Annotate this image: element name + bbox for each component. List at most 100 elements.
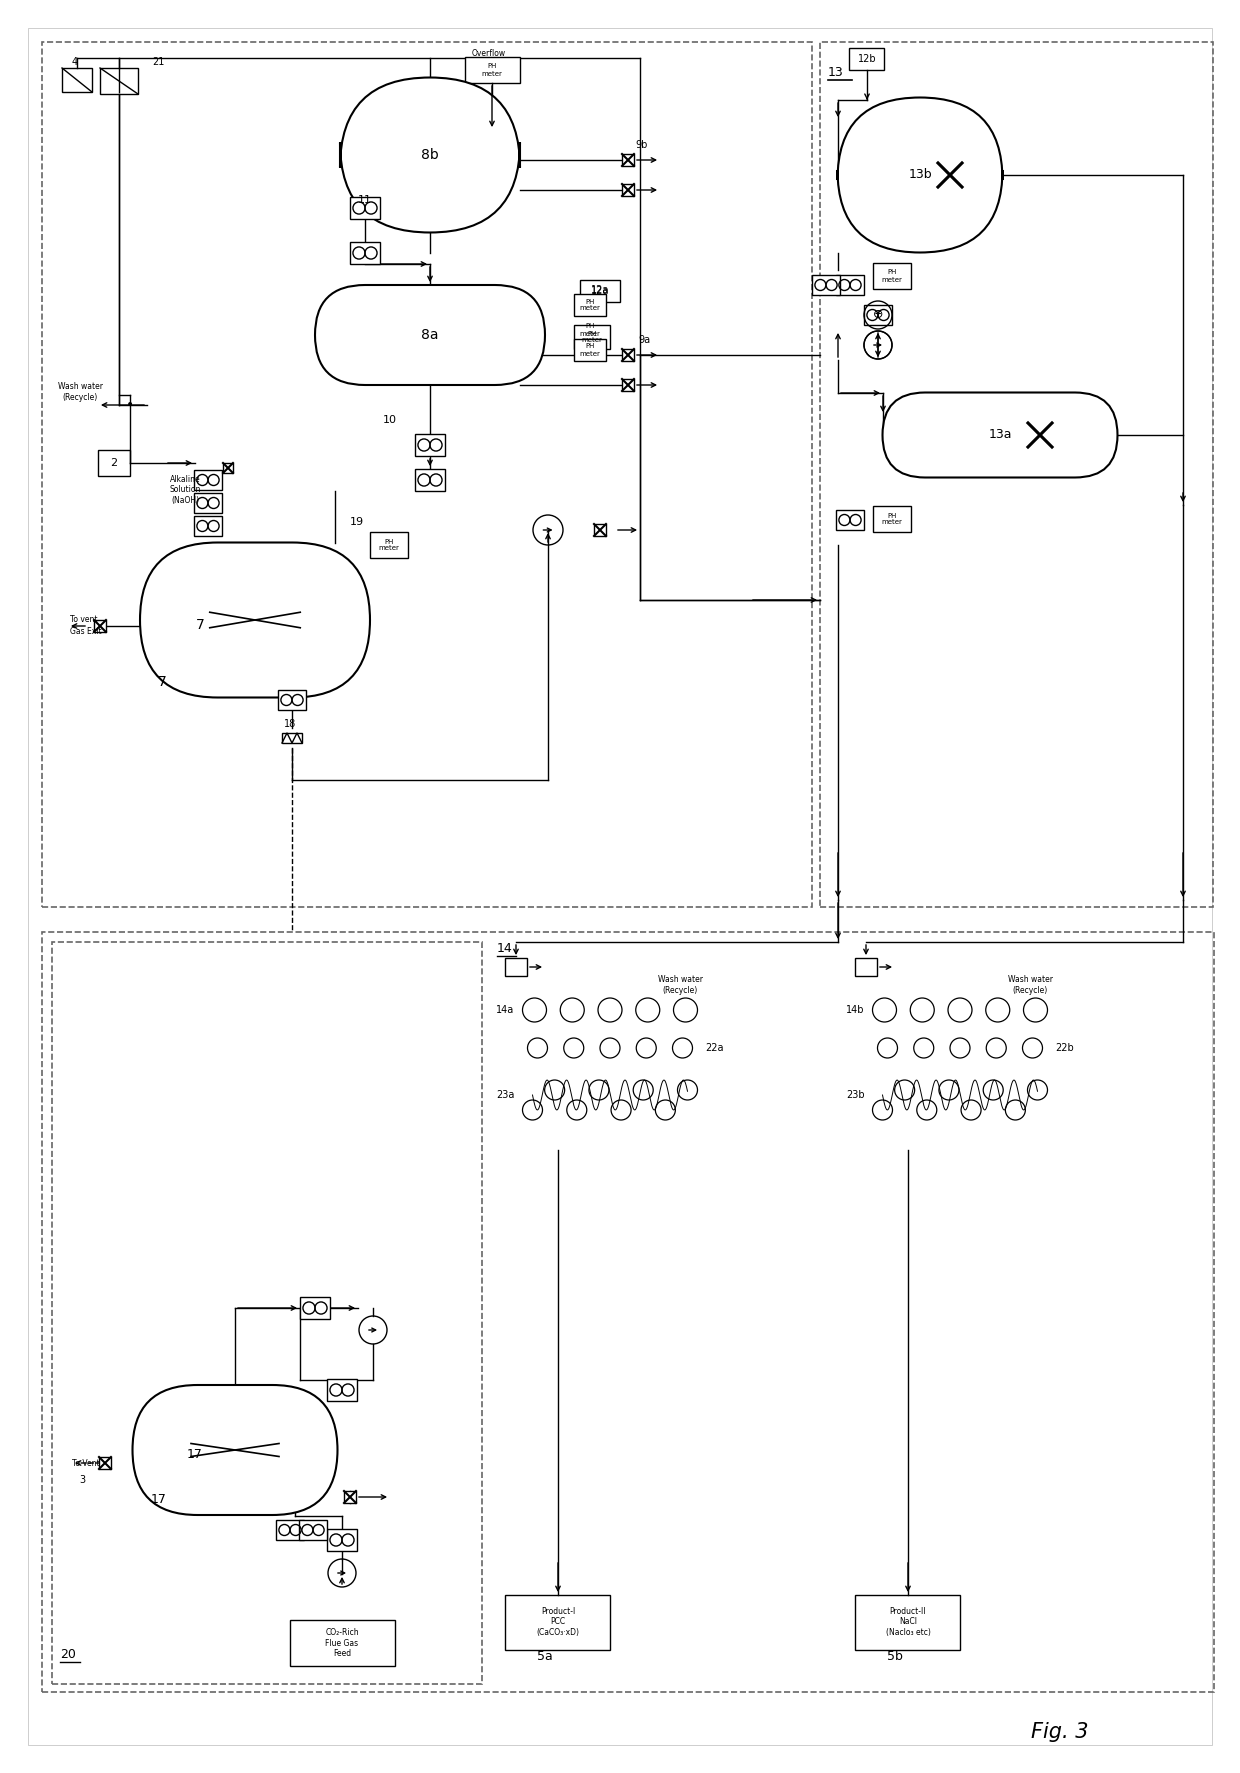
Bar — [574, 324, 610, 349]
Bar — [505, 1596, 610, 1651]
Text: 11: 11 — [358, 195, 372, 206]
Bar — [505, 957, 527, 975]
FancyBboxPatch shape — [340, 78, 520, 232]
Text: PH
meter: PH meter — [882, 269, 903, 282]
Text: To Vent: To Vent — [72, 1459, 99, 1468]
Text: 12b: 12b — [858, 53, 877, 64]
Text: PH
meter: PH meter — [582, 330, 603, 344]
Text: 21: 21 — [151, 57, 164, 67]
Text: PH
meter: PH meter — [579, 298, 600, 312]
Text: 13b: 13b — [908, 168, 931, 181]
Text: 10: 10 — [383, 415, 397, 426]
Bar — [622, 184, 634, 197]
Text: PH
meter: PH meter — [378, 539, 399, 551]
Text: Overflow: Overflow — [472, 48, 506, 57]
Text: PH
meter: PH meter — [882, 512, 903, 525]
Bar — [193, 516, 222, 535]
Text: 13: 13 — [828, 66, 843, 78]
Bar — [580, 280, 620, 301]
Text: To vent: To vent — [69, 615, 98, 624]
Text: Alkaline
Solution
(NaOH): Alkaline Solution (NaOH) — [170, 475, 201, 505]
Text: 14a: 14a — [496, 1005, 515, 1014]
Text: Gas Exit: Gas Exit — [69, 628, 102, 637]
Text: 14: 14 — [497, 941, 513, 954]
Text: 9a: 9a — [639, 335, 650, 346]
Text: Wash water
(Recycle): Wash water (Recycle) — [57, 383, 103, 402]
Text: •: • — [126, 397, 134, 411]
Text: 4: 4 — [72, 57, 78, 67]
Text: Wash water
(Recycle): Wash water (Recycle) — [1007, 975, 1053, 995]
Bar — [327, 1379, 357, 1401]
Bar — [42, 933, 1214, 1691]
Bar — [622, 379, 634, 392]
Bar — [856, 957, 877, 975]
Text: Fig. 3: Fig. 3 — [1032, 1722, 1089, 1743]
Bar — [278, 690, 306, 709]
Text: PH
meter: PH meter — [481, 64, 502, 76]
Text: 22b: 22b — [1055, 1043, 1074, 1053]
Bar — [574, 294, 606, 316]
Bar — [622, 154, 634, 167]
Bar — [370, 532, 408, 558]
Bar — [98, 450, 130, 475]
Bar — [465, 57, 520, 83]
Bar — [299, 1519, 327, 1541]
Bar — [594, 525, 606, 535]
Bar — [415, 470, 445, 491]
Text: 14b: 14b — [846, 1005, 864, 1014]
Bar — [62, 67, 92, 92]
FancyBboxPatch shape — [315, 285, 546, 385]
Bar — [873, 505, 911, 532]
Text: 23b: 23b — [846, 1090, 864, 1099]
Bar — [350, 197, 379, 220]
Bar — [193, 493, 222, 512]
Text: PH
meter: PH meter — [579, 323, 600, 337]
Bar — [864, 305, 892, 324]
Text: 18: 18 — [284, 720, 296, 729]
Text: 7: 7 — [196, 619, 205, 631]
Bar — [873, 262, 911, 289]
Text: 3: 3 — [79, 1475, 86, 1486]
Text: CO₂-Rich
Flue Gas
Feed: CO₂-Rich Flue Gas Feed — [325, 1628, 358, 1658]
FancyBboxPatch shape — [883, 392, 1117, 477]
Text: 2: 2 — [110, 457, 118, 468]
Text: PH
meter: PH meter — [579, 344, 600, 356]
Bar — [100, 67, 138, 94]
FancyBboxPatch shape — [133, 1385, 337, 1514]
Text: 12a: 12a — [590, 285, 609, 294]
Text: Wash water
(Recycle): Wash water (Recycle) — [657, 975, 703, 995]
Text: 13a: 13a — [988, 429, 1012, 441]
Text: 5b: 5b — [887, 1649, 903, 1663]
Bar — [836, 511, 864, 530]
Text: 17: 17 — [150, 1493, 166, 1505]
Bar — [193, 470, 222, 489]
Bar — [277, 1519, 304, 1541]
FancyBboxPatch shape — [140, 543, 370, 697]
Text: Product-II
NaCl
(Naclo₃ etc): Product-II NaCl (Naclo₃ etc) — [885, 1606, 930, 1636]
Text: 19: 19 — [350, 518, 365, 527]
Text: Product-I
PCC
(CaCO₃·xD): Product-I PCC (CaCO₃·xD) — [537, 1606, 579, 1636]
Text: 5a: 5a — [537, 1649, 553, 1663]
Text: 20: 20 — [60, 1649, 76, 1661]
Bar — [836, 275, 864, 294]
Bar — [622, 349, 634, 362]
Text: ⊕: ⊕ — [873, 309, 883, 321]
Bar — [99, 1457, 112, 1470]
Bar — [856, 1596, 960, 1651]
Text: 12a: 12a — [590, 285, 609, 296]
FancyBboxPatch shape — [837, 98, 1002, 252]
Bar — [52, 941, 482, 1684]
Bar — [343, 1491, 356, 1504]
Bar — [350, 241, 379, 264]
Text: 23a: 23a — [496, 1090, 515, 1099]
Bar — [574, 339, 606, 362]
Bar — [42, 43, 812, 908]
Text: 17: 17 — [187, 1449, 203, 1461]
Bar — [290, 1621, 396, 1667]
Bar — [223, 463, 233, 473]
Bar — [281, 732, 303, 743]
Bar — [849, 48, 884, 69]
Bar — [94, 621, 105, 631]
Bar — [415, 434, 445, 456]
Text: 8b: 8b — [422, 147, 439, 161]
